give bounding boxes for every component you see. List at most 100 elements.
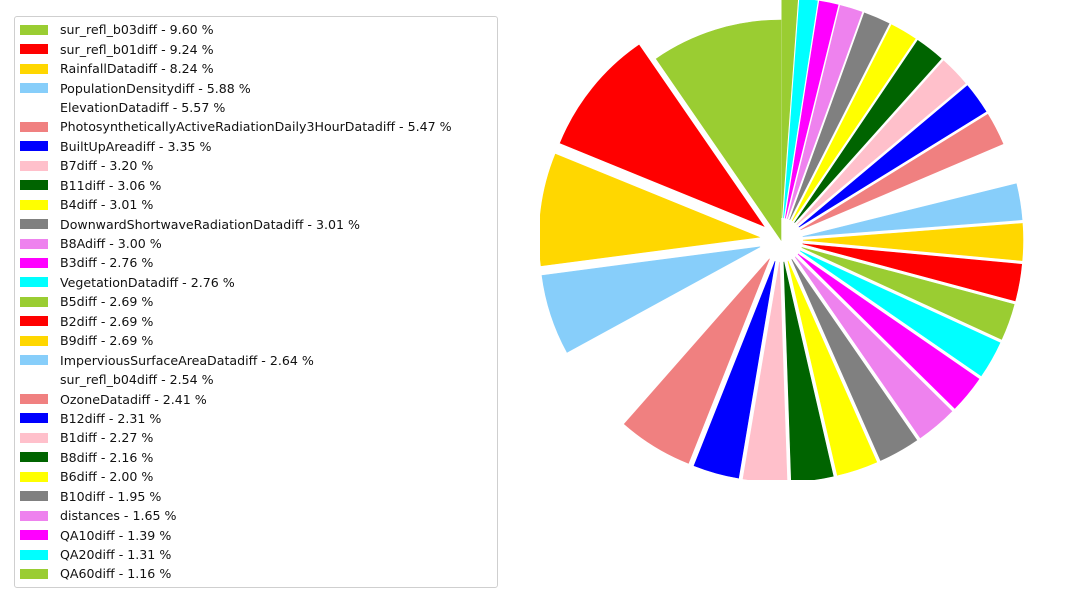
legend-swatch: [20, 491, 48, 502]
legend-label: ElevationDatadiff - 5.57 %: [60, 99, 226, 115]
pie-slice-distances: [787, 5, 863, 220]
legend-swatch: [20, 413, 48, 424]
legend-label: B8Adiff - 3.00 %: [60, 236, 162, 252]
legend-swatch: [20, 141, 48, 152]
pie-chart: [540, 0, 1024, 480]
legend-swatch: [20, 471, 48, 482]
pie-slice-b12diff: [798, 85, 987, 228]
pie-slice-b5diff: [801, 247, 1015, 340]
pie-slice-b2diff: [802, 243, 1023, 302]
pie-slice-qa20diff: [783, 0, 818, 219]
pie-slice-downwardshortwaveradiationdatadiff: [791, 259, 918, 461]
legend-entry: ImperviousSurfaceAreaDatadiff - 2.64 %: [20, 350, 497, 369]
legend-label: B7diff - 3.20 %: [60, 158, 154, 174]
legend-label: OzoneDatadiff - 2.41 %: [60, 391, 207, 407]
legend-swatch: [20, 530, 48, 541]
legend-entry: B7diff - 3.20 %: [20, 156, 497, 175]
legend-entry: QA60diff - 1.16 %: [20, 564, 497, 583]
legend-label: VegetationDatadiff - 2.76 %: [60, 274, 235, 290]
legend-label: B9diff - 2.69 %: [60, 333, 154, 349]
legend-swatch: [20, 160, 48, 171]
legend-swatch: [20, 316, 48, 327]
legend-label: BuiltUpAreadiff - 3.35 %: [60, 138, 212, 154]
legend-swatch: [20, 394, 48, 405]
legend-label: sur_refl_b01diff - 9.24 %: [60, 41, 214, 57]
legend-swatch: [20, 121, 48, 132]
pie-slice-impervioussurfaceareadatadiff: [802, 183, 1023, 237]
legend-label: QA10diff - 1.39 %: [60, 527, 172, 543]
legend-entry: B2diff - 2.69 %: [20, 312, 497, 331]
legend-swatch: [20, 199, 48, 210]
pie-slice-b10diff: [789, 12, 890, 220]
pie-slice-b7diff: [742, 261, 788, 480]
pie-slice-sur-refl-b03diff: [655, 19, 782, 241]
legend-label: PopulationDensitydiff - 5.88 %: [60, 80, 251, 96]
pie-slice-populationdensitydiff: [541, 246, 761, 353]
legend-swatch: [20, 83, 48, 94]
legend-swatch: [20, 374, 48, 385]
pie-slice-b4diff: [787, 260, 878, 476]
pie-slice-builtupareadiff: [693, 261, 776, 479]
pie-slice-b6diff: [791, 24, 916, 222]
legend-entry: OzoneDatadiff - 2.41 %: [20, 389, 497, 408]
legend-label: B3diff - 2.76 %: [60, 255, 154, 271]
legend-swatch: [20, 24, 48, 35]
legend-swatch: [20, 296, 48, 307]
legend-entry: B9diff - 2.69 %: [20, 331, 497, 350]
legend-label: B4diff - 3.01 %: [60, 197, 154, 213]
chart-legend: sur_refl_b03diff - 9.60 % sur_refl_b01dif…: [14, 16, 498, 588]
pie-slice-ozonedatadiff: [800, 113, 1004, 231]
legend-entry: sur_refl_b01diff - 9.24 %: [20, 39, 497, 58]
pie-slice-b1diff: [796, 60, 966, 225]
legend-entry: VegetationDatadiff - 2.76 %: [20, 273, 497, 292]
legend-label: DownwardShortwaveRadiationDatadiff - 3.0…: [60, 216, 360, 232]
legend-label: B6diff - 2.00 %: [60, 469, 154, 485]
pie-slice-vegetationdatadiff: [799, 250, 1001, 377]
legend-label: B11diff - 3.06 %: [60, 177, 162, 193]
legend-swatch: [20, 432, 48, 443]
legend-label: B2diff - 2.69 %: [60, 313, 154, 329]
legend-entry: sur_refl_b04diff - 2.54 %: [20, 370, 497, 389]
legend-swatch: [20, 44, 48, 55]
legend-swatch: [20, 549, 48, 560]
pie-slice-b9diff: [802, 223, 1024, 261]
legend-label: RainfallDatadiff - 8.24 %: [60, 61, 214, 77]
legend-swatch: [20, 238, 48, 249]
legend-swatch: [20, 510, 48, 521]
pie-slice-b8adiff: [794, 256, 953, 439]
legend-label: ImperviousSurfaceAreaDatadiff - 2.64 %: [60, 352, 314, 368]
legend-label: B8diff - 2.16 %: [60, 449, 154, 465]
pie-slice-b11diff: [783, 261, 834, 480]
legend-label: distances - 1.65 %: [60, 508, 177, 524]
legend-entry: DownwardShortwaveRadiationDatadiff - 3.0…: [20, 214, 497, 233]
legend-entry: BuiltUpAreadiff - 3.35 %: [20, 137, 497, 156]
legend-label: sur_refl_b03diff - 9.60 %: [60, 22, 214, 38]
legend-label: QA20diff - 1.31 %: [60, 547, 172, 563]
legend-swatch: [20, 219, 48, 230]
legend-label: PhotosyntheticallyActiveRadiationDaily3H…: [60, 119, 452, 135]
legend-entry: PopulationDensitydiff - 5.88 %: [20, 78, 497, 97]
legend-entry: QA10diff - 1.39 %: [20, 525, 497, 544]
legend-swatch: [20, 355, 48, 366]
pie-slice-b8diff: [794, 39, 942, 223]
legend-swatch: [20, 335, 48, 346]
legend-entry: B11diff - 3.06 %: [20, 176, 497, 195]
legend-swatch: [20, 102, 48, 113]
legend-label: B12diff - 2.31 %: [60, 410, 162, 426]
legend-entry: B10diff - 1.95 %: [20, 487, 497, 506]
legend-label: sur_refl_b04diff - 2.54 %: [60, 372, 214, 388]
pie-slice-photosyntheticallyactiveradiationdaily3hourdatadiff: [623, 258, 770, 464]
legend-swatch: [20, 277, 48, 288]
legend-label: B5diff - 2.69 %: [60, 294, 154, 310]
legend-swatch: [20, 257, 48, 268]
legend-swatch: [20, 180, 48, 191]
legend-entry: B8diff - 2.16 %: [20, 448, 497, 467]
legend-entry: sur_refl_b03diff - 9.60 %: [20, 20, 497, 39]
pie-slice-qa10diff: [785, 0, 839, 219]
legend-entry: B5diff - 2.69 %: [20, 292, 497, 311]
pie-slice-sur-refl-b01diff: [559, 44, 765, 227]
legend-swatch: [20, 568, 48, 579]
legend-entry: ElevationDatadiff - 5.57 %: [20, 98, 497, 117]
legend-entry: distances - 1.65 %: [20, 506, 497, 525]
legend-label: B10diff - 1.95 %: [60, 488, 162, 504]
